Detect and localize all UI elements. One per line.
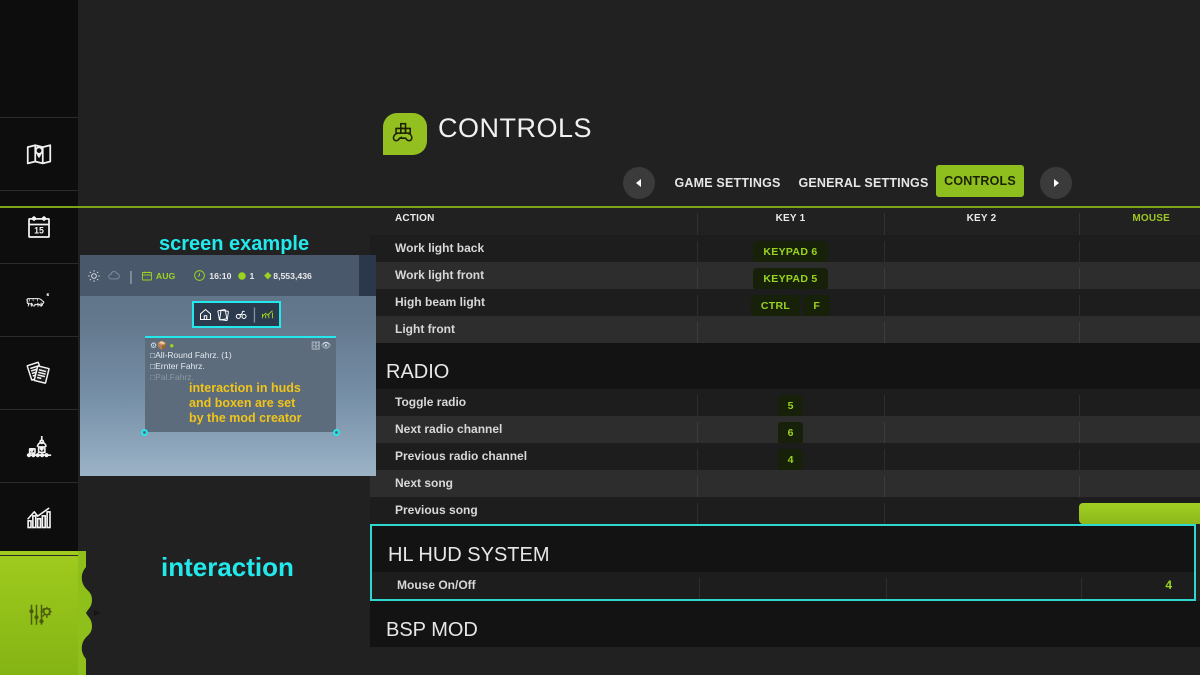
svg-text:15: 15 — [34, 225, 44, 235]
